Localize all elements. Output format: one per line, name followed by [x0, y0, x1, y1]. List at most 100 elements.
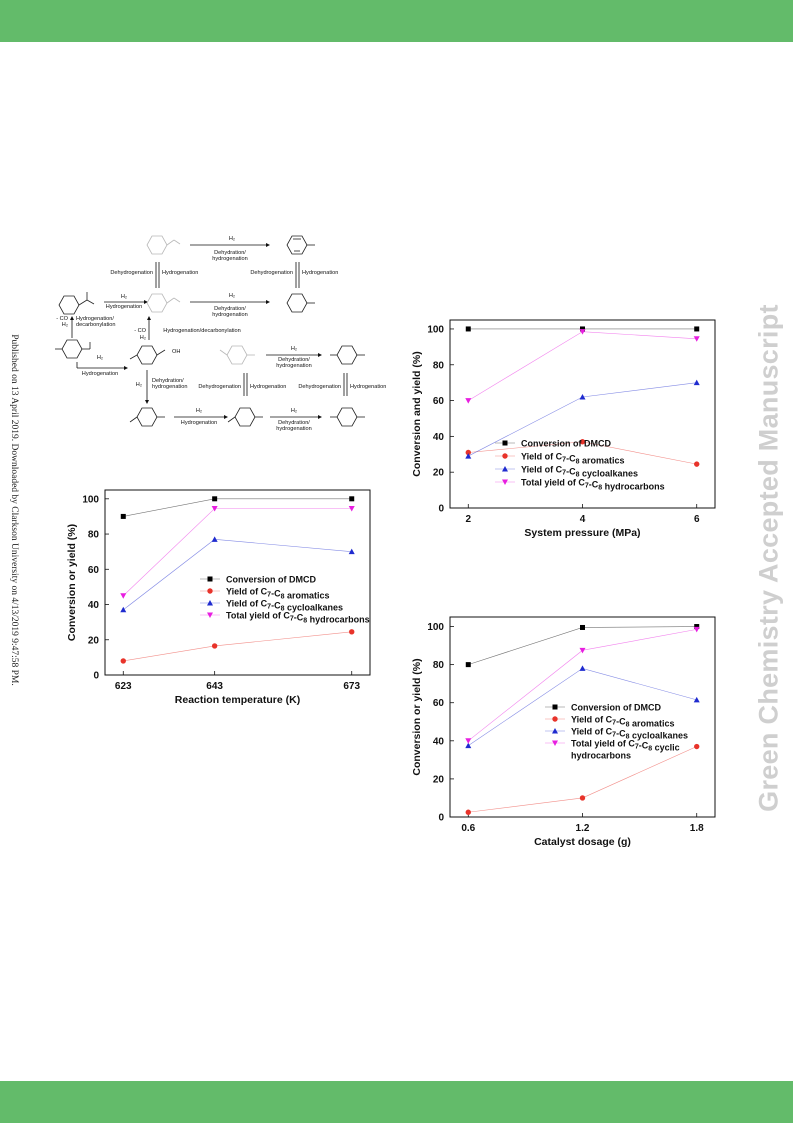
- legend-label: Yield of C7-C8 aromatics: [521, 452, 625, 466]
- data-point: [211, 506, 218, 512]
- molecule-hydroxy-cyclohexane: [227, 407, 263, 427]
- svg-text:hydrogenation: hydrogenation: [276, 363, 311, 369]
- series-2: [465, 665, 700, 749]
- accepted-manuscript-watermark: Green Chemistry Accepted Manuscript: [752, 258, 786, 858]
- data-point: [693, 626, 700, 633]
- y-tick-label: 100: [427, 324, 444, 335]
- svg-text:decarbonylation: decarbonylation: [76, 322, 116, 328]
- svg-text:- CO: - CO: [56, 316, 68, 322]
- y-tick-label: 100: [82, 494, 99, 505]
- svg-text:Hydrogenation: Hydrogenation: [302, 270, 338, 276]
- chart-catalyst-dosage: 0 20 40 60 80 100 0.6 1.2 1.8 Catalyst dosage (g)…: [411, 616, 716, 848]
- legend-marker: [207, 600, 213, 606]
- legend-label: Total yield of C7-C8 cyclic: [571, 739, 680, 753]
- y-tick-label: 80: [88, 530, 100, 541]
- data-point: [580, 326, 585, 332]
- svg-text:Hydrogenation: Hydrogenation: [162, 270, 198, 276]
- y-tick-label: 60: [433, 396, 445, 407]
- x-tick-label: 2: [465, 514, 471, 525]
- series-1: [465, 439, 700, 467]
- data-point: [349, 629, 355, 635]
- legend-marker: [207, 588, 213, 594]
- legend-label: Total yield of C7-C8 hydrocarbons: [226, 611, 370, 625]
- data-point: [579, 665, 586, 671]
- svg-text:Hydrogenation: Hydrogenation: [181, 420, 217, 426]
- legend-label: Conversion of DMCD: [226, 575, 317, 585]
- y-tick-label: 20: [433, 774, 445, 785]
- data-point: [120, 606, 127, 613]
- y-tick-label: 60: [433, 698, 445, 709]
- data-point: [694, 743, 700, 750]
- legend-marker: [502, 466, 508, 472]
- series-line: [123, 631, 352, 662]
- y-tick-label: 0: [438, 813, 444, 824]
- molecule-hydroxy-ester: [129, 345, 166, 365]
- svg-text:H₂: H₂: [229, 236, 235, 242]
- data-point: [579, 329, 586, 335]
- data-point: [465, 449, 471, 456]
- chart-system-pressure: 0 20 40 60 80 100 2 4 6 System pressure (MPa) Conv…: [411, 319, 716, 539]
- molecule-aromatic-precursor: [146, 235, 181, 255]
- svg-text:Dehydrogenation: Dehydrogenation: [298, 384, 341, 390]
- legend: Conversion of DMCD Yield of C7-C8 aromati…: [495, 439, 665, 492]
- molecule-cyclohexyl-ester: [58, 292, 95, 315]
- svg-text:H₂: H₂: [136, 382, 142, 388]
- data-point: [349, 496, 355, 502]
- series-0: [465, 624, 700, 668]
- data-point: [465, 662, 471, 668]
- header-band: [0, 0, 793, 42]
- y-tick-label: 20: [433, 468, 445, 479]
- data-point: [465, 398, 472, 404]
- svg-text:Hydrogenation: Hydrogenation: [250, 384, 286, 390]
- svg-text:Hydrogenation: Hydrogenation: [106, 304, 142, 310]
- legend-marker: [207, 612, 213, 618]
- legend-label: Conversion of DMCD: [571, 703, 662, 713]
- data-point: [465, 738, 472, 744]
- y-tick-label: 20: [88, 635, 100, 646]
- data-point: [120, 513, 126, 519]
- molecule-dmcd: [55, 339, 91, 359]
- molecule-dimethylcyclohexane: [330, 407, 365, 427]
- series-3: [120, 506, 355, 599]
- legend-marker: [207, 576, 213, 582]
- y-tick-label: 80: [433, 360, 445, 371]
- data-point: [465, 742, 472, 749]
- molecule-toluene: [286, 235, 315, 255]
- svg-text:H₂: H₂: [97, 355, 103, 361]
- molecule-xylene: [330, 345, 365, 365]
- y-tick-label: 0: [438, 504, 444, 515]
- y-axis-label: Conversion or yield (%): [411, 658, 423, 775]
- data-point: [694, 624, 700, 630]
- legend-label: hydrocarbons: [571, 751, 631, 761]
- svg-text:H₂: H₂: [121, 294, 127, 300]
- data-point: [693, 336, 700, 342]
- data-point: [465, 809, 471, 815]
- publication-note-text: Published on 13 April 2019. Downloaded b…: [9, 334, 19, 686]
- svg-text:H₂: H₂: [291, 346, 297, 352]
- y-tick-label: 40: [433, 736, 445, 747]
- legend-label: Conversion of DMCD: [521, 439, 612, 449]
- x-tick-label: 6: [694, 514, 700, 525]
- legend-label: Yield of C7-C8 cycloalkanes: [521, 465, 638, 479]
- svg-text:H₂: H₂: [196, 408, 202, 414]
- svg-text:Hydrogenation/decarbonylation: Hydrogenation/decarbonylation: [163, 328, 240, 334]
- y-tick-label: 80: [433, 660, 445, 671]
- svg-text:Hydrogenation: Hydrogenation: [82, 371, 118, 377]
- series-3: [465, 626, 700, 744]
- series-line: [468, 331, 697, 401]
- legend: Conversion of DMCD Yield of C7-C8 aromati…: [545, 703, 688, 761]
- y-tick-label: 0: [93, 671, 99, 682]
- legend-marker: [552, 728, 558, 734]
- data-point: [212, 496, 218, 502]
- legend-marker: [502, 440, 508, 446]
- legend-label: Yield of C7-C8 cycloalkanes: [226, 599, 343, 613]
- svg-text:H₂: H₂: [140, 335, 146, 341]
- molecule-cyclohexane-intermediate: [146, 293, 181, 313]
- footer-band: [0, 1081, 793, 1123]
- svg-text:Dehydration/: Dehydration/: [278, 357, 310, 363]
- x-tick-label: 4: [580, 514, 586, 525]
- chart-reaction-temperature: 0 20 40 60 80 100 623 643 673 Reaction temperatur…: [66, 489, 371, 706]
- x-tick-label: 0.6: [461, 823, 475, 834]
- plot-frame: [104, 489, 371, 676]
- legend-marker: [552, 716, 558, 722]
